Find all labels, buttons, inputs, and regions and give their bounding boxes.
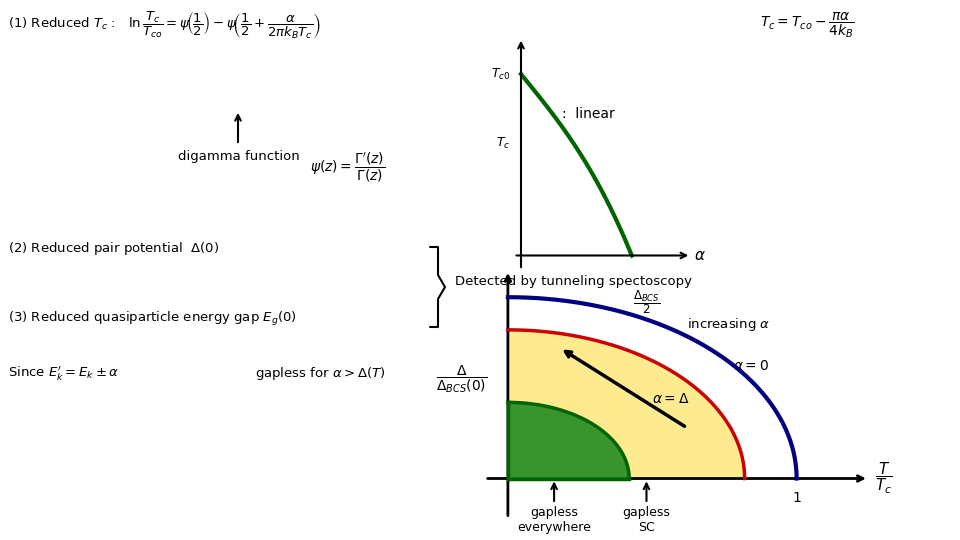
Text: $T_c = T_{co} - \dfrac{\pi\alpha}{4k_B}$: $T_c = T_{co} - \dfrac{\pi\alpha}{4k_B}$ bbox=[760, 10, 854, 40]
Text: gapless
everywhere: gapless everywhere bbox=[517, 505, 591, 534]
Text: $\dfrac{\Delta}{\Delta_{BCS}(0)}$: $\dfrac{\Delta}{\Delta_{BCS}(0)}$ bbox=[436, 363, 488, 395]
Text: $\alpha = \Delta$: $\alpha = \Delta$ bbox=[652, 392, 690, 406]
Text: gapless
SC: gapless SC bbox=[622, 505, 670, 534]
Polygon shape bbox=[508, 330, 745, 478]
Text: digamma function: digamma function bbox=[178, 150, 300, 163]
Text: (3) Reduced quasiparticle energy gap $E_g(0)$: (3) Reduced quasiparticle energy gap $E_… bbox=[8, 310, 297, 328]
Text: $\alpha$: $\alpha$ bbox=[694, 248, 706, 263]
Text: gapless for $\alpha > \Delta(T)$: gapless for $\alpha > \Delta(T)$ bbox=[255, 365, 386, 382]
Text: (2) Reduced pair potential  $\Delta(0)$: (2) Reduced pair potential $\Delta(0)$ bbox=[8, 240, 219, 257]
Text: increasing $\alpha$: increasing $\alpha$ bbox=[687, 316, 770, 333]
Text: $\alpha = 0$: $\alpha = 0$ bbox=[733, 359, 769, 373]
Polygon shape bbox=[508, 402, 629, 478]
Text: $\psi(z) = \dfrac{\Gamma'(z)}{\Gamma(z)}$: $\psi(z) = \dfrac{\Gamma'(z)}{\Gamma(z)}… bbox=[310, 150, 385, 184]
Text: Since $E_k' = E_k \pm \alpha$: Since $E_k' = E_k \pm \alpha$ bbox=[8, 365, 119, 383]
Text: :  linear: : linear bbox=[563, 107, 615, 121]
Text: $\dfrac{T}{T_c}$: $\dfrac{T}{T_c}$ bbox=[875, 461, 892, 496]
Text: $T_c$: $T_c$ bbox=[496, 136, 511, 151]
Text: $\dfrac{\Delta_{BCS}}{2}$: $\dfrac{\Delta_{BCS}}{2}$ bbox=[634, 288, 660, 316]
Text: 1: 1 bbox=[792, 491, 801, 505]
Text: $T_{c0}$: $T_{c0}$ bbox=[492, 66, 511, 82]
Text: (1) Reduced $T_c$ :   $\ln\dfrac{T_c}{T_{co}} = \psi\!\left(\dfrac{1}{2}\right) : (1) Reduced $T_c$ : $\ln\dfrac{T_c}{T_{c… bbox=[8, 10, 322, 42]
Text: Detected by tunneling spectoscopy: Detected by tunneling spectoscopy bbox=[455, 275, 692, 288]
